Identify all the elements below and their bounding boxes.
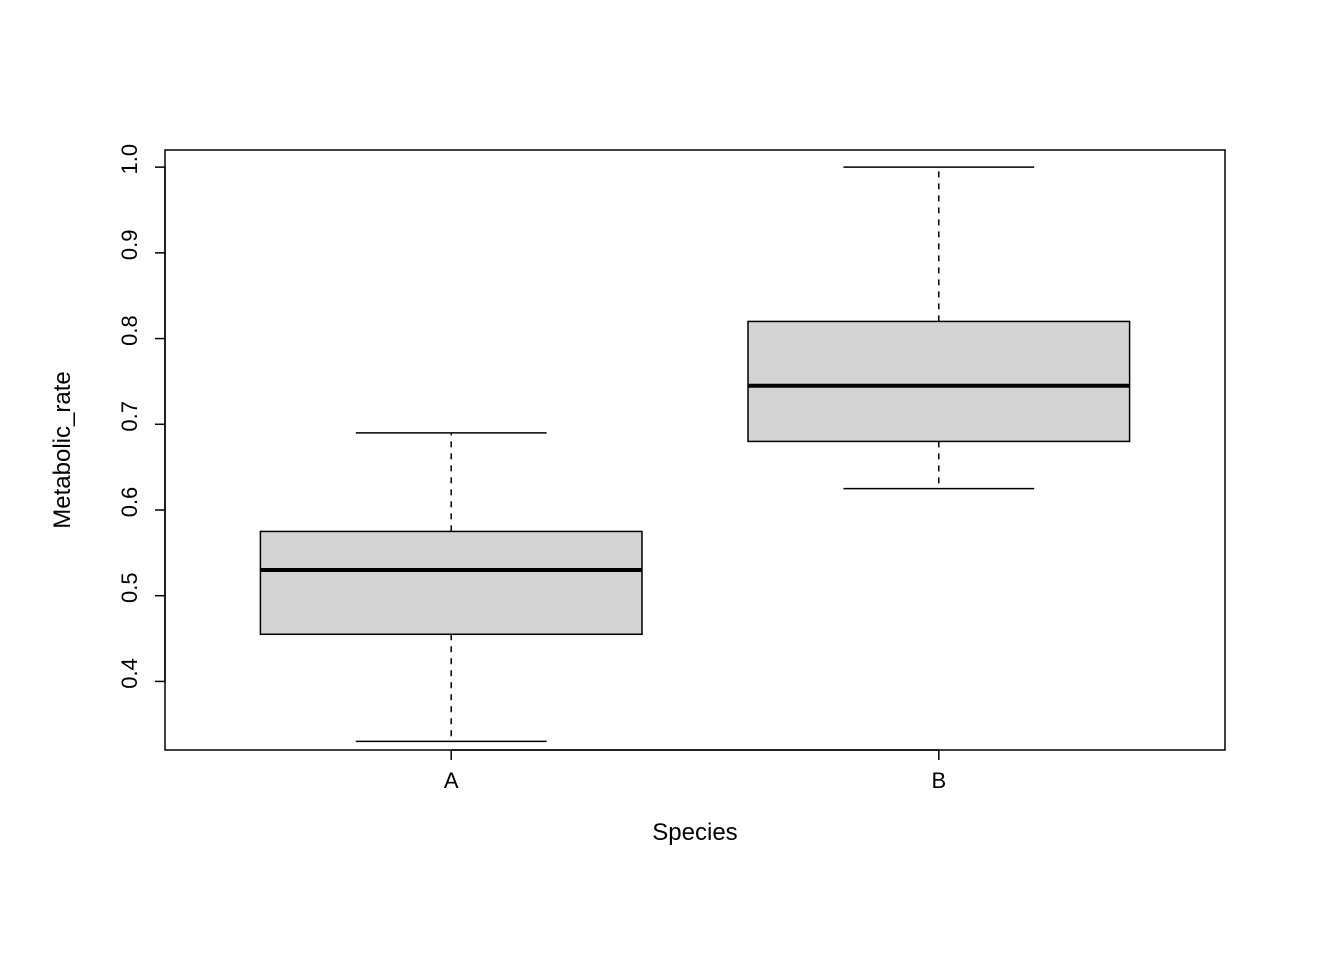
x-tick-label: A (444, 768, 459, 793)
x-axis-label: Species (652, 819, 737, 846)
y-tick-label: 0.4 (117, 658, 142, 689)
x-tick-label: B (931, 768, 946, 793)
box (260, 531, 642, 634)
y-tick-label: 0.7 (117, 401, 142, 432)
boxplot-chart: 0.4 0.5 0.6 0.7 0.8 0.9 1.0 A B Species Metabolic_… (0, 0, 1344, 960)
y-tick-label: 0.5 (117, 572, 142, 603)
y-tick-label: 1.0 (117, 144, 142, 175)
y-tick-label: 0.9 (117, 230, 142, 261)
box (748, 321, 1130, 441)
y-axis-label: Metabolic_rate (49, 371, 76, 528)
y-tick-label: 0.6 (117, 487, 142, 518)
plot-border (165, 150, 1225, 750)
y-tick-label: 0.8 (117, 315, 142, 346)
